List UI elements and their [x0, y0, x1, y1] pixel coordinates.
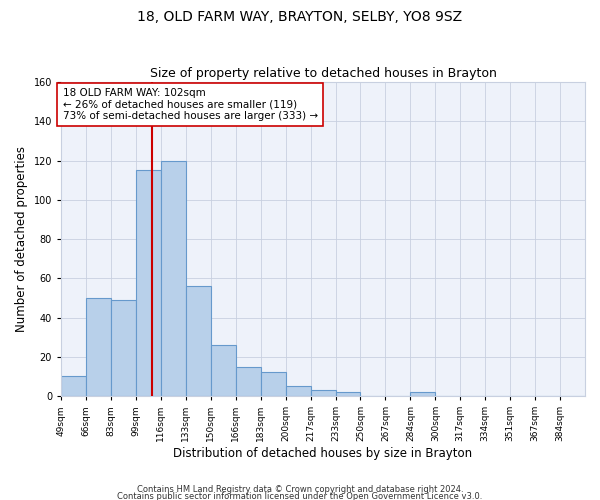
Bar [335, 392, 361, 396]
X-axis label: Distribution of detached houses by size in Brayton: Distribution of detached houses by size … [173, 447, 473, 460]
Bar [236, 366, 260, 396]
Bar [86, 298, 111, 396]
Y-axis label: Number of detached properties: Number of detached properties [15, 146, 28, 332]
Bar [211, 345, 236, 396]
Text: 18 OLD FARM WAY: 102sqm
← 26% of detached houses are smaller (119)
73% of semi-d: 18 OLD FARM WAY: 102sqm ← 26% of detache… [62, 88, 317, 121]
Title: Size of property relative to detached houses in Brayton: Size of property relative to detached ho… [149, 66, 496, 80]
Bar [260, 372, 286, 396]
Bar [286, 386, 311, 396]
Bar [186, 286, 211, 396]
Bar [161, 160, 186, 396]
Bar [311, 390, 335, 396]
Text: Contains HM Land Registry data © Crown copyright and database right 2024.: Contains HM Land Registry data © Crown c… [137, 486, 463, 494]
Bar [111, 300, 136, 396]
Bar [136, 170, 161, 396]
Text: Contains public sector information licensed under the Open Government Licence v3: Contains public sector information licen… [118, 492, 482, 500]
Bar [410, 392, 436, 396]
Bar [61, 376, 86, 396]
Text: 18, OLD FARM WAY, BRAYTON, SELBY, YO8 9SZ: 18, OLD FARM WAY, BRAYTON, SELBY, YO8 9S… [137, 10, 463, 24]
